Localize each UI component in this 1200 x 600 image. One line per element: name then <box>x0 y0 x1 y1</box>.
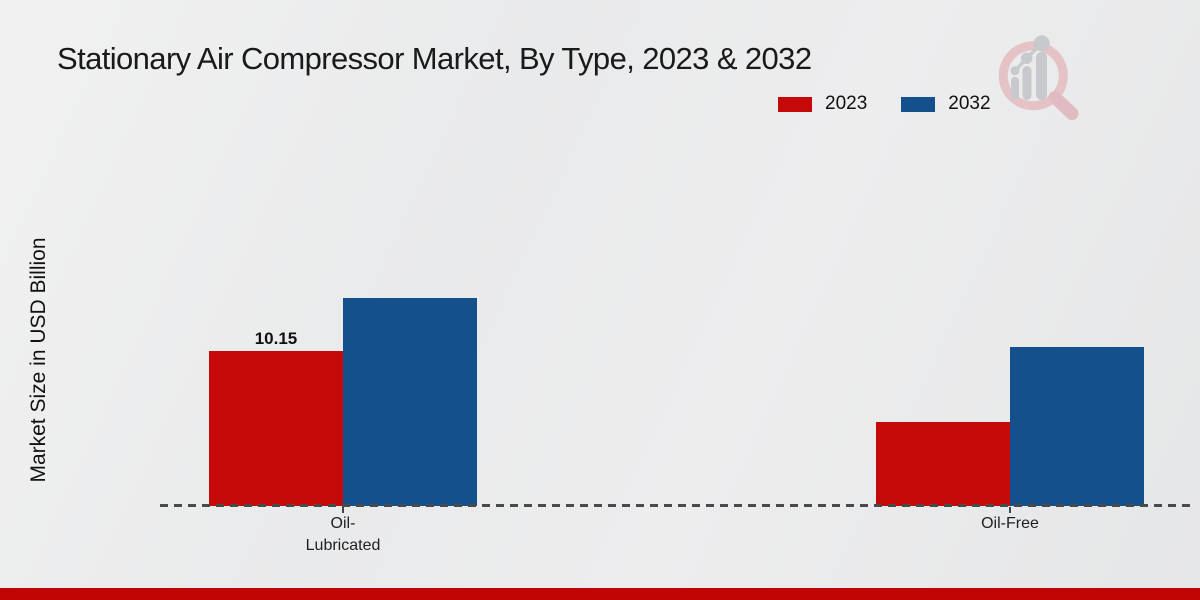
magnifier-bar-chart-logo-icon <box>998 35 1079 120</box>
chart-title: Stationary Air Compressor Market, By Typ… <box>57 41 812 76</box>
bar-2032-oil-lubricated <box>343 298 477 506</box>
footer-accent-bar <box>0 588 1200 600</box>
legend-label-2032: 2032 <box>948 93 991 114</box>
bar-2023-oil-lubricated <box>209 351 343 506</box>
legend-item-2023: 2023 <box>778 93 867 115</box>
legend-swatch-2023 <box>778 96 812 112</box>
category-label-oil-free: Oil-Free <box>981 515 1039 532</box>
category-label-oil-lubricated: Oil- Lubricated <box>305 515 381 554</box>
legend: 2023 2032 <box>778 93 991 115</box>
legend-swatch-2032 <box>901 96 936 112</box>
x-axis-dashed-baseline <box>160 504 1193 507</box>
plot-area: 10.15 <box>160 150 1193 506</box>
x-tick-oil-lubricated <box>342 507 344 513</box>
legend-label-2023: 2023 <box>825 93 868 114</box>
y-axis-label: Market Size in USD Billion <box>27 237 50 483</box>
bar-2032-oil-free <box>1010 347 1144 506</box>
bar-value-label-2023-oil-lubricated: 10.15 <box>254 329 298 348</box>
bar-2023-oil-free <box>876 422 1010 506</box>
legend-item-2032: 2032 <box>901 93 991 115</box>
x-tick-oil-free <box>1009 507 1011 513</box>
